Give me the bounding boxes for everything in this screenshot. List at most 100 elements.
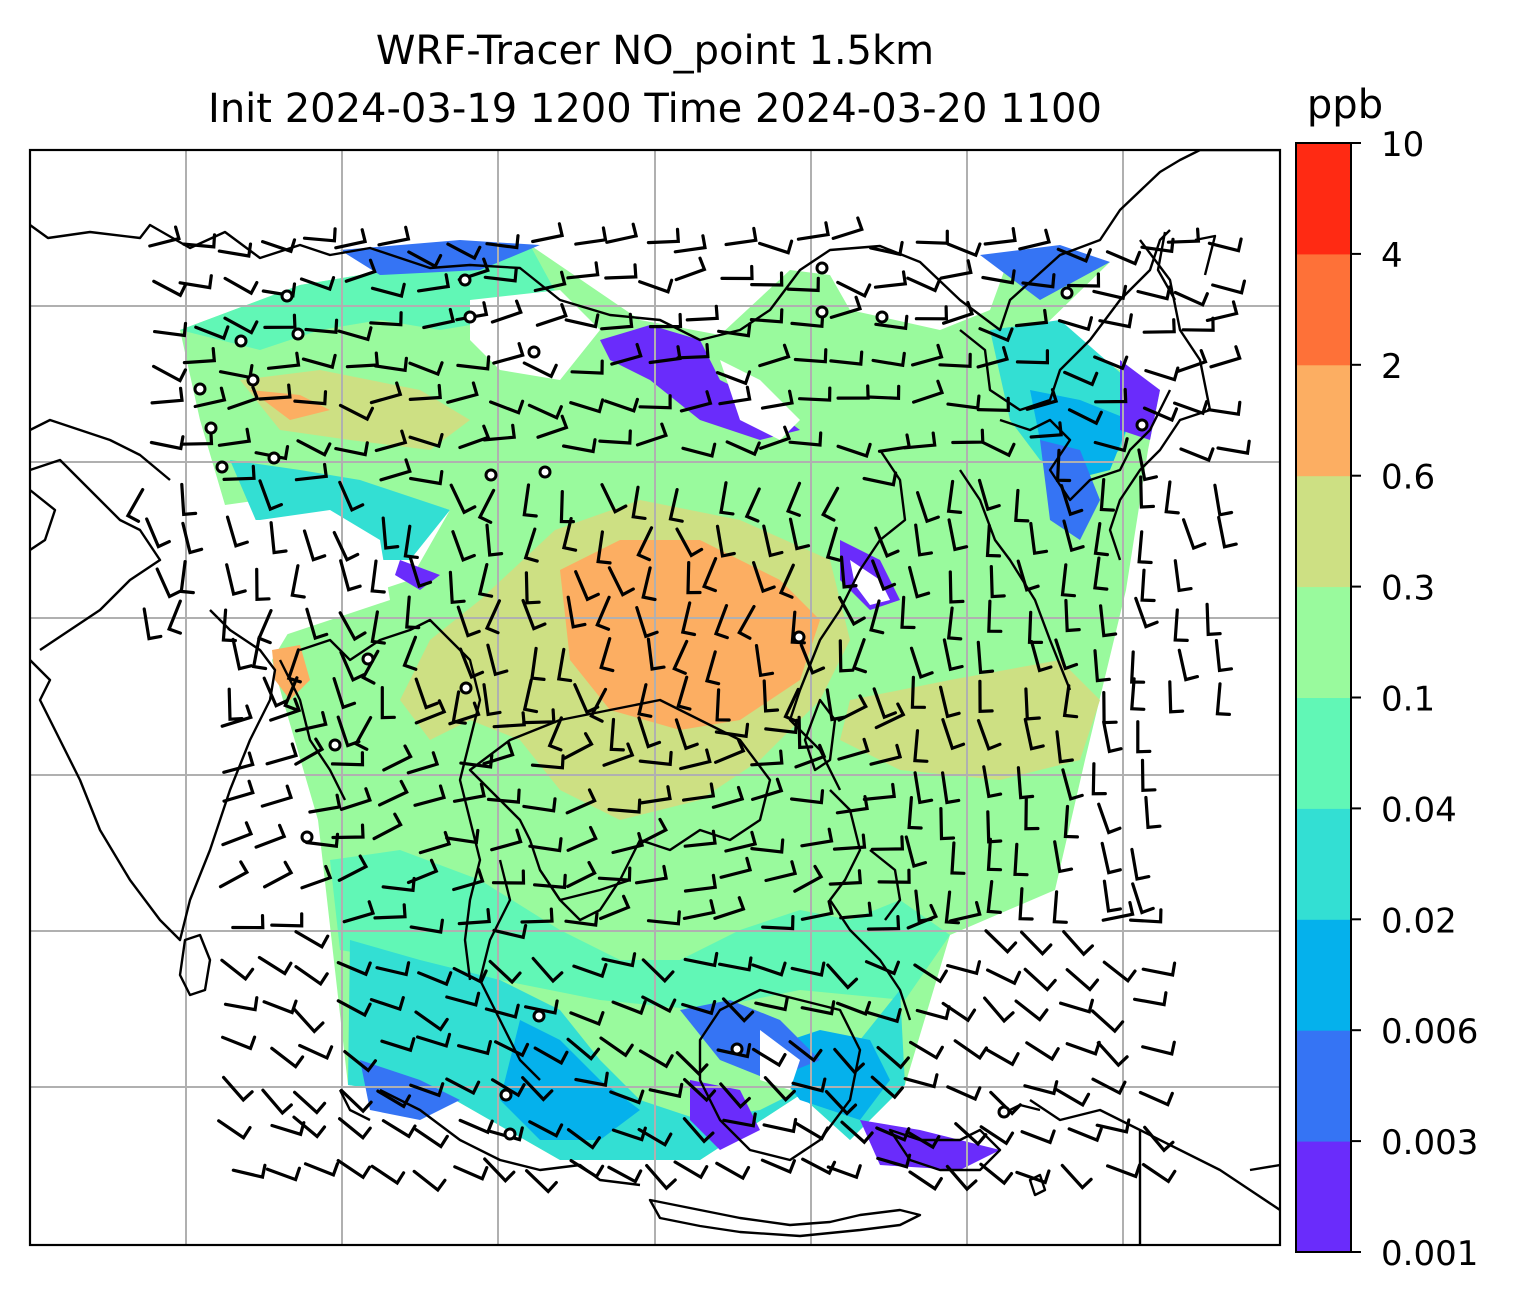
wind-barb	[903, 431, 937, 450]
wind-barb	[1214, 639, 1233, 673]
colorbar-segment	[1296, 697, 1351, 809]
wind-barb	[866, 915, 901, 931]
wind-barb	[978, 327, 1014, 343]
wind-barb	[826, 1164, 862, 1180]
wind-barb	[1133, 991, 1168, 1007]
wind-barb	[483, 267, 518, 283]
wind-barb	[308, 793, 342, 814]
wind-barb	[713, 896, 746, 920]
wind-barb	[602, 742, 635, 767]
wind-barb	[485, 523, 504, 557]
wind-barb	[1164, 480, 1180, 515]
wind-barb	[679, 748, 712, 771]
wind-barb	[414, 1010, 449, 1032]
plume-region	[1040, 440, 1100, 540]
wind-barb	[916, 491, 940, 524]
point-source-marker	[503, 1127, 517, 1141]
wind-barb	[954, 1122, 988, 1147]
wind-barb	[381, 516, 400, 550]
wind-barb	[1018, 887, 1034, 921]
wind-barb	[408, 433, 444, 449]
wind-barb	[877, 868, 911, 884]
wind-barb	[379, 458, 412, 482]
wind-barb	[375, 961, 411, 977]
wind-barb	[452, 782, 486, 803]
wind-barb	[535, 303, 568, 327]
wind-barb	[562, 438, 597, 454]
wind-barb	[574, 570, 600, 602]
wind-barb	[1099, 478, 1115, 512]
wind-barb	[1138, 1090, 1174, 1107]
wind-barb	[680, 601, 697, 637]
wind-barb	[561, 517, 578, 552]
wind-barb	[303, 1162, 340, 1177]
wind-barb	[1016, 766, 1035, 800]
wind-barb	[828, 869, 863, 886]
wind-barb	[1213, 483, 1234, 517]
wind-barb	[330, 751, 365, 767]
wind-barb	[641, 995, 677, 1014]
wind-barb	[1106, 1163, 1142, 1179]
wind-barb	[984, 929, 1018, 954]
wind-barb	[752, 561, 776, 594]
wind-barb	[915, 229, 949, 245]
wind-barb	[788, 1040, 823, 1063]
wind-barb	[148, 225, 181, 248]
point-source-marker	[538, 465, 552, 479]
wind-barb	[1177, 648, 1199, 682]
wind-barb	[674, 718, 699, 751]
wind-barb	[904, 835, 927, 869]
point-sources	[193, 261, 1149, 1141]
wind-barb	[369, 311, 403, 327]
wind-barb	[566, 1037, 601, 1061]
wind-barb	[372, 812, 403, 841]
wind-barb	[800, 1000, 836, 1016]
wind-barb	[528, 837, 563, 853]
point-source-marker	[280, 289, 294, 303]
wind-barb	[716, 1043, 752, 1059]
wind-barb	[522, 797, 557, 813]
wind-barb	[1063, 804, 1079, 839]
wind-barb	[681, 1000, 717, 1016]
wind-barb	[862, 782, 896, 801]
wind-barb	[409, 918, 444, 934]
wind-barb	[525, 1169, 558, 1194]
wind-barb	[794, 743, 827, 769]
wind-barb	[486, 788, 521, 804]
point-source-marker	[484, 468, 498, 482]
wind-barb	[764, 718, 799, 735]
wind-barb	[939, 685, 961, 719]
point-source-marker	[459, 681, 473, 695]
colorbar-tick-label: 4	[1381, 236, 1403, 276]
wind-barb	[521, 1076, 554, 1102]
wind-barb	[221, 1035, 257, 1051]
wind-barb	[638, 1049, 674, 1069]
wind-barb	[1020, 1129, 1056, 1145]
wind-barb	[370, 610, 386, 645]
wind-barb	[477, 563, 494, 598]
wind-barb	[1065, 968, 1100, 992]
wind-barb	[1098, 313, 1133, 329]
wind-barb	[915, 1005, 951, 1021]
wind-barb	[683, 951, 719, 968]
wind-barb	[607, 1165, 643, 1184]
colorbar-tick-label: 0.6	[1381, 458, 1435, 498]
wind-barb	[218, 860, 250, 889]
wind-barb	[570, 359, 604, 375]
wind-barb	[1054, 638, 1079, 671]
wind-barb	[299, 276, 336, 292]
wind-barb	[989, 565, 1006, 599]
wind-barb	[979, 1162, 1014, 1186]
wind-barb	[600, 312, 634, 331]
wind-barb	[149, 435, 185, 451]
wind-barb	[269, 697, 302, 722]
wind-barb	[939, 259, 973, 280]
wind-barb	[574, 1071, 609, 1087]
wind-barb	[631, 485, 647, 520]
wind-barb	[413, 784, 447, 807]
wind-barb	[533, 873, 567, 890]
wind-barb	[492, 711, 526, 729]
wind-barb	[1013, 842, 1029, 877]
wind-barb	[977, 478, 1001, 512]
wind-barb	[1060, 563, 1076, 598]
